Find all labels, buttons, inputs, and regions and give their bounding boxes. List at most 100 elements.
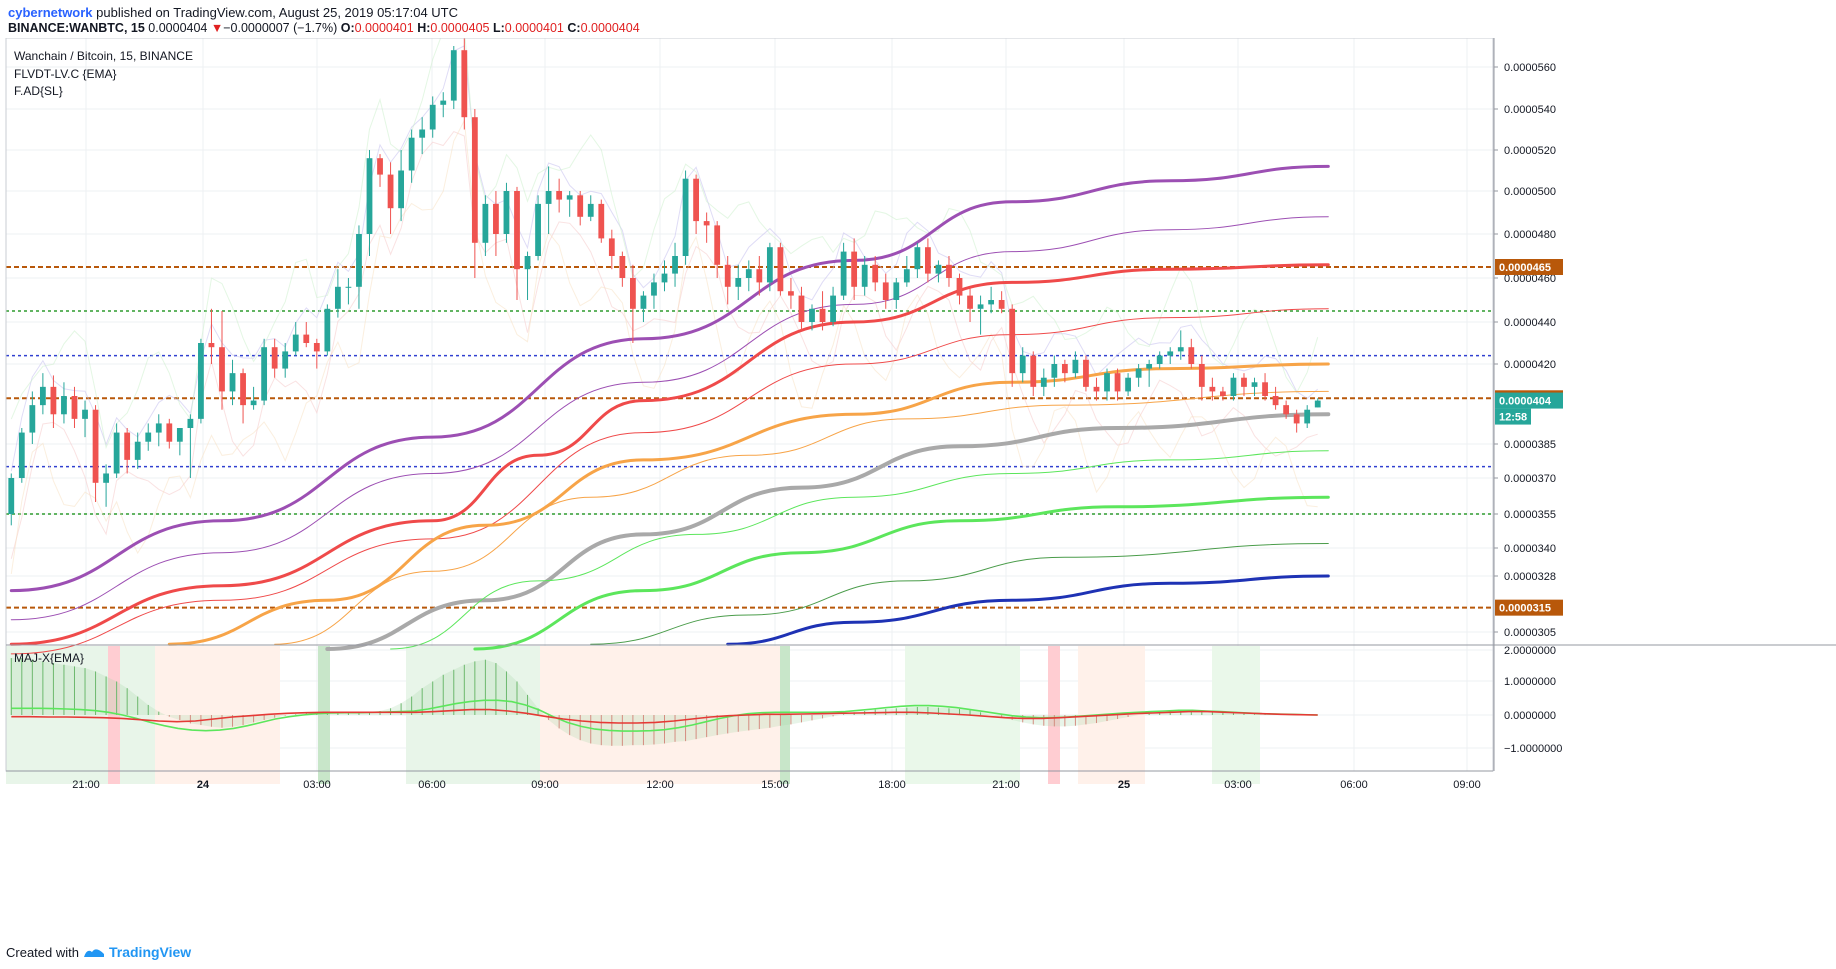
price-tick-label: 0.0000460 [1504,273,1556,285]
candle-body [1009,308,1016,374]
candle-body [629,278,636,309]
candle-body [408,137,415,171]
candle-body [8,478,15,514]
candle-body [524,256,531,270]
candles [8,38,1321,526]
price-tick-label: 0.0000385 [1504,439,1556,451]
ema-line [726,574,1330,646]
candle-body [419,129,426,138]
candle-body [240,373,246,406]
candle-body [587,203,594,217]
ema-line [167,362,1330,646]
candle-body [377,158,383,175]
author-name[interactable]: cybernetwork [8,5,93,20]
price-tag-box [1495,599,1563,616]
candle-body [977,304,984,309]
oscillator-band [318,646,330,784]
chart-canvas[interactable]: 0.0000560 0.0000540 0.0000520 0.0000500 0.00… [0,38,1836,942]
oscillator-fast-line [11,699,1318,732]
osc-tick-label: −1.0000000 [1504,743,1562,755]
symbol-label: BINANCE:WANBTC, 15 [8,21,145,35]
candle-body [535,203,541,256]
candle-body [166,423,173,442]
ema-line [9,164,1330,593]
osc-tick-label: 0.0000000 [1504,710,1556,722]
ema-line [10,308,1329,655]
candle-body [271,347,278,369]
axes: 0.0000560 0.0000540 0.0000520 0.0000500 0.00… [5,38,1836,791]
candle-body [830,295,836,322]
price-tick-label: 0.0000370 [1504,473,1556,485]
candle-body [724,264,731,287]
candle-body [903,269,910,283]
candle-body [1251,382,1258,387]
oscillator-band [1212,646,1260,784]
candle-body [682,178,689,256]
ohlc-info: BINANCE:WANBTC, 15 0.0000404 ▼−0.0000007… [8,21,640,35]
ema-line [325,412,1331,651]
price-tick-label: 0.0000500 [1504,186,1556,198]
candle-body [1262,382,1268,396]
candle-body [303,334,310,343]
low-value: 0.0000401 [504,21,564,35]
candle-body [1272,396,1279,406]
candle-body [998,300,1005,309]
candle-body [261,347,268,401]
candle-body [514,191,520,270]
candle-body [819,308,826,322]
candle-body [914,247,921,270]
price-tick-label: 0.0000340 [1504,543,1556,555]
open-value: 0.0000401 [354,21,414,35]
time-tick-label: 06:00 [418,779,446,791]
background-band-line [10,38,1319,450]
candle-body [1241,377,1247,387]
time-tick-label: 06:00 [1340,779,1368,791]
candle-body [861,264,868,287]
price-tag-box [1495,259,1563,275]
candle-body [988,300,995,305]
candle-body [703,221,710,226]
candle-body [651,282,657,296]
last-price: 0.0000404 [148,21,208,35]
osc-tick-label: 2.0000000 [1504,645,1556,657]
candle-body [566,195,573,200]
legend-indicator-1: FLVDT-LV.C {EMA} [14,67,117,81]
time-tick-label: 15:00 [761,779,789,791]
candle-body [1198,364,1205,387]
candle-body [503,191,510,234]
publication-info: cybernetwork published on TradingView.co… [8,5,458,20]
candle-body [661,273,668,283]
candle-body [398,170,404,209]
candle-body [250,400,257,406]
price-tag-box [1495,392,1563,409]
candle-body [39,386,46,406]
time-tick-label: 12:00 [646,779,674,791]
candle-body [967,295,973,309]
brand-name[interactable]: TradingView [108,944,192,960]
price-tag-label: 0.0000465 [1499,262,1551,274]
candle-body [345,286,352,288]
time-tick-label: 21:00 [992,779,1020,791]
legend-title: Wanchain / Bitcoin, 15, BINANCE [14,49,193,63]
candle-body [1135,368,1142,378]
price-tick-label: 0.0000420 [1504,359,1556,371]
candle-body [387,174,394,209]
candle-body [1220,391,1226,396]
candle-body [672,256,678,274]
candle-body [229,373,236,392]
candle-body [1104,373,1110,392]
candle-body [292,334,299,352]
candle-body [1177,347,1184,352]
candle-body [324,308,331,352]
candle-body [124,432,131,460]
candle-body [282,351,289,369]
price-tick-label: 0.0000540 [1504,104,1556,116]
price-tag-box [1495,408,1531,425]
oscillator-title: MAJ-X{EMA} [14,651,84,665]
candle-body [1051,364,1058,378]
ema-line [390,450,1329,650]
ema-line [9,263,1330,646]
candle-body [1146,364,1153,369]
price-tick-label: 0.0000440 [1504,317,1556,329]
candle-body [1114,373,1121,392]
